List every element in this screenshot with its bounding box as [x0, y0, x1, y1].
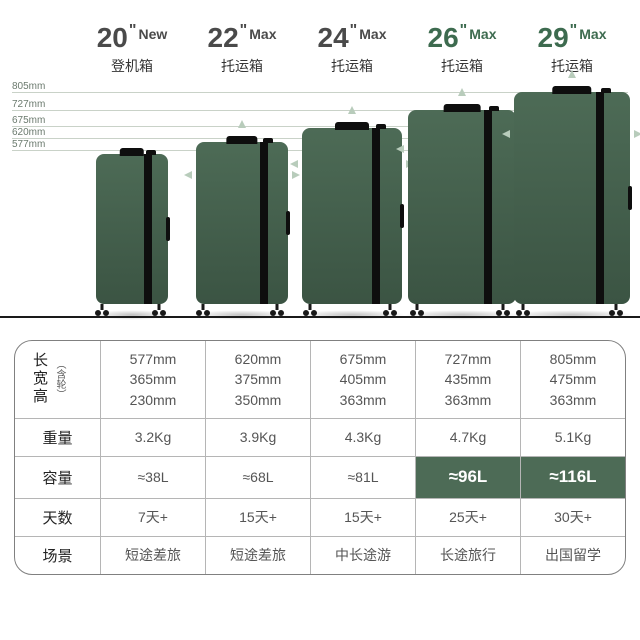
expand-arrow-right-icon — [292, 171, 300, 179]
table-cell: 15天+ — [311, 499, 416, 536]
shadow — [192, 310, 292, 320]
table-cell: 3.9Kg — [206, 419, 311, 456]
table-cell: 中长途游 — [311, 537, 416, 574]
table-cell: ≈116L — [521, 457, 625, 498]
size-comparison-stage: 20"New登机箱22"Max托运箱24"Max托运箱26"Max托运箱29"M… — [12, 0, 628, 330]
size-suffix: Max — [359, 26, 386, 42]
row-header: 长宽高（含轮） — [15, 341, 101, 418]
size-number: 24 — [318, 22, 349, 54]
guide-label: 805mm — [12, 81, 45, 92]
table-cell: 4.3Kg — [311, 419, 416, 456]
row-header: 天数 — [15, 499, 101, 536]
baseline — [0, 316, 640, 318]
size-suffix: New — [138, 26, 167, 42]
side-grip-icon — [628, 186, 632, 210]
table-cell: 4.7Kg — [416, 419, 521, 456]
handle-icon — [552, 86, 591, 94]
expand-arrow-up-icon — [238, 120, 246, 128]
table-cell: 577mm365mm230mm — [101, 341, 206, 418]
size-header: 29"Max托运箱 — [527, 22, 617, 76]
table-cell: 短途差旅 — [101, 537, 206, 574]
shadow — [404, 310, 520, 320]
size-header: 22"Max 托运箱 — [197, 22, 287, 76]
suitcase-icon — [302, 128, 402, 316]
size-number: 22 — [208, 22, 239, 54]
table-row: 天数7天+15天+15天+25天+30天+ — [15, 498, 625, 536]
handle-icon — [335, 122, 369, 130]
size-sublabel: 托运箱 — [417, 56, 507, 76]
table-cell: 短途差旅 — [206, 537, 311, 574]
table-cell: 30天+ — [521, 499, 625, 536]
table-cell: 620mm375mm350mm — [206, 341, 311, 418]
handle-icon — [444, 104, 481, 112]
inch-mark: " — [460, 22, 468, 39]
shadow — [298, 310, 406, 320]
expand-arrow-left-icon — [502, 130, 510, 138]
zipper-icon — [596, 92, 604, 304]
size-number: 26 — [428, 22, 459, 54]
size-sublabel: 登机箱 — [87, 56, 177, 76]
row-header: 容量 — [15, 457, 101, 498]
expand-arrow-left-icon — [396, 145, 404, 153]
inch-mark: " — [350, 22, 358, 39]
side-grip-icon — [286, 211, 290, 235]
size-number: 29 — [538, 22, 569, 54]
table-cell: ≈38L — [101, 457, 206, 498]
suitcase-icon — [96, 154, 168, 316]
handle-icon — [226, 136, 257, 144]
zipper-icon — [144, 154, 152, 304]
table-cell: ≈81L — [311, 457, 416, 498]
table-cell: ≈96L — [416, 457, 521, 498]
table-cell: 3.2Kg — [101, 419, 206, 456]
size-header: 26"Max 托运箱 — [417, 22, 507, 76]
table-cell: 7天+ — [101, 499, 206, 536]
expand-arrow-up-icon — [348, 106, 356, 114]
shadow — [92, 310, 172, 320]
inch-mark: " — [129, 22, 137, 39]
table-cell: 675mm405mm363mm — [311, 341, 416, 418]
table-cell: 15天+ — [206, 499, 311, 536]
table-cell: 长途旅行 — [416, 537, 521, 574]
table-cell: 5.1Kg — [521, 419, 625, 456]
table-cell: 805mm475mm363mm — [521, 341, 625, 418]
inch-mark: " — [240, 22, 248, 39]
row-header: 重量 — [15, 419, 101, 456]
size-suffix: Max — [469, 26, 496, 42]
table-row: 容量≈38L≈68L≈81L≈96L≈116L — [15, 456, 625, 498]
size-header: 24"Max 托运箱 — [307, 22, 397, 76]
spec-table: 长宽高（含轮）577mm365mm230mm620mm375mm350mm675… — [14, 340, 626, 575]
size-suffix: Max — [249, 26, 276, 42]
table-cell: 25天+ — [416, 499, 521, 536]
size-number: 20 — [97, 22, 128, 54]
size-sublabel: 托运箱 — [307, 56, 397, 76]
table-cell: 727mm435mm363mm — [416, 341, 521, 418]
table-cell: 出国留学 — [521, 537, 625, 574]
shadow — [510, 310, 634, 320]
side-grip-icon — [400, 204, 404, 228]
inch-mark: " — [570, 22, 578, 39]
zipper-icon — [372, 128, 380, 304]
row-header: 场景 — [15, 537, 101, 574]
table-row: 场景短途差旅短途差旅中长途游长途旅行出国留学 — [15, 536, 625, 574]
handle-icon — [120, 148, 144, 156]
suitcase-icon — [408, 110, 516, 316]
suitcase-illustrations — [12, 92, 628, 316]
expand-arrow-up-icon — [458, 88, 466, 96]
zipper-icon — [484, 110, 492, 304]
table-row: 重量3.2Kg3.9Kg4.3Kg4.7Kg5.1Kg — [15, 418, 625, 456]
zipper-icon — [260, 142, 268, 304]
expand-arrow-left-icon — [290, 160, 298, 168]
side-grip-icon — [166, 217, 170, 241]
expand-arrow-up-icon — [568, 70, 576, 78]
suitcase-icon — [196, 142, 288, 316]
size-header: 20"New 登机箱 — [87, 22, 177, 76]
table-row: 长宽高（含轮）577mm365mm230mm620mm375mm350mm675… — [15, 341, 625, 418]
expand-arrow-left-icon — [184, 171, 192, 179]
size-sublabel: 托运箱 — [197, 56, 287, 76]
size-suffix: Max — [579, 26, 606, 42]
expand-arrow-right-icon — [634, 130, 640, 138]
table-cell: ≈68L — [206, 457, 311, 498]
suitcase-icon — [514, 92, 630, 316]
